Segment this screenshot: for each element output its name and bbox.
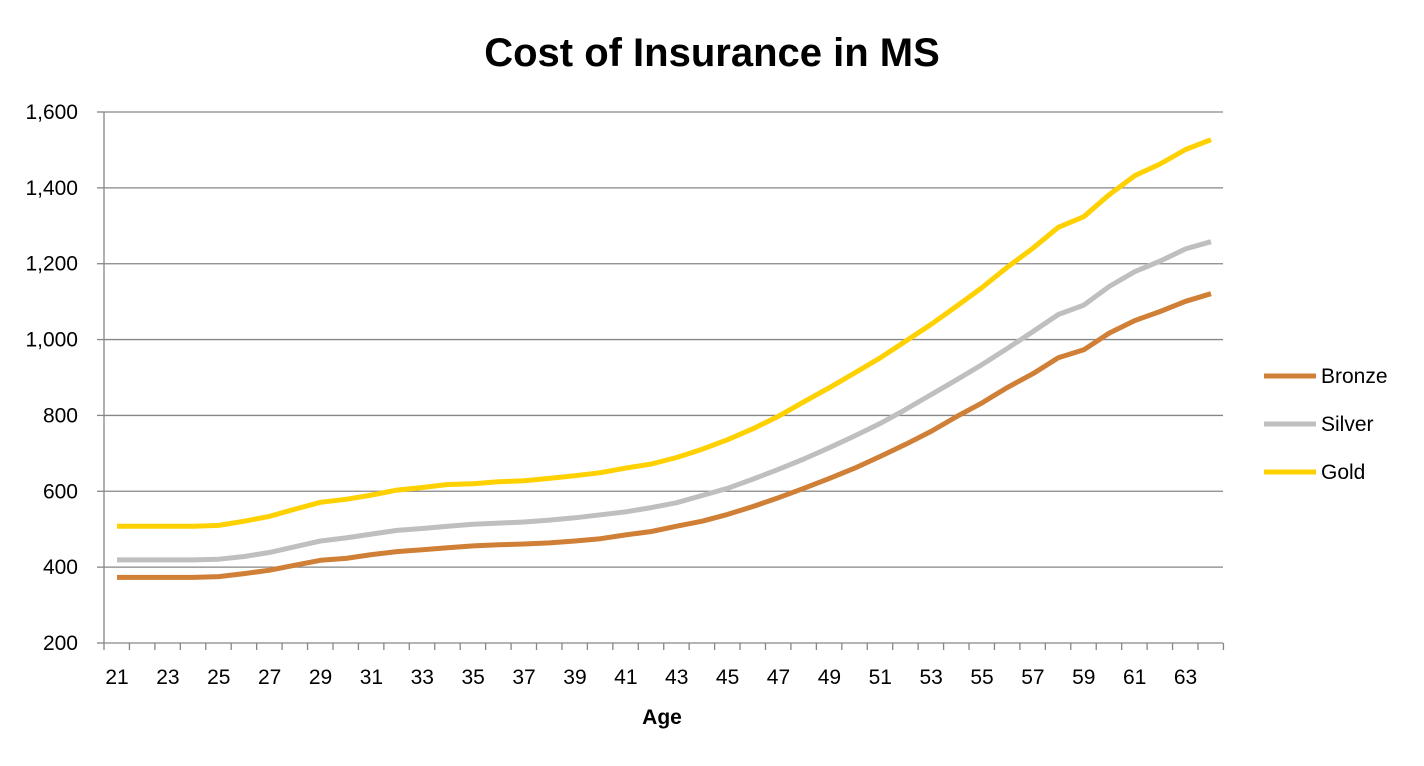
y-tick-label-1400: 1,400 (25, 177, 78, 200)
x-tick-label-41: 41 (614, 666, 637, 689)
x-tick-label-31: 31 (360, 666, 383, 689)
x-tick-label-23: 23 (156, 666, 179, 689)
x-tick-label-21: 21 (105, 666, 128, 689)
x-tick-label-39: 39 (563, 666, 586, 689)
x-tick-label-55: 55 (970, 666, 993, 689)
x-axis-tick-labels: 21 23 25 27 29 31 33 35 37 39 41 43 45 47 49 51 53 55 57 59… (105, 666, 1197, 689)
x-tick-label-51: 51 (869, 666, 892, 689)
legend-label-gold: Gold (1321, 461, 1365, 484)
y-tick-label-1000: 1,000 (25, 329, 78, 352)
y-tick-label-1600: 1,600 (25, 101, 78, 124)
x-tick-label-27: 27 (258, 666, 281, 689)
y-tick-label-800: 800 (43, 404, 78, 427)
legend: Bronze Silver Gold (1264, 365, 1388, 484)
x-axis-title: Age (642, 706, 682, 729)
x-tick-label-35: 35 (462, 666, 485, 689)
x-tick-label-33: 33 (411, 666, 434, 689)
y-tick-label-200: 200 (43, 632, 78, 655)
x-tick-label-57: 57 (1021, 666, 1044, 689)
x-tick-label-63: 63 (1174, 666, 1197, 689)
y-axis-tick-labels: 200 400 600 800 1,000 1,200 1,400 1,600 (25, 101, 78, 655)
gridlines (104, 111, 1223, 568)
y-tick-label-400: 400 (43, 556, 78, 579)
legend-label-bronze: Bronze (1321, 365, 1388, 388)
x-tick-label-47: 47 (767, 666, 790, 689)
legend-label-silver: Silver (1321, 413, 1374, 436)
y-tick-label-1200: 1,200 (25, 253, 78, 276)
x-tick-label-25: 25 (207, 666, 230, 689)
x-tick-label-59: 59 (1072, 666, 1095, 689)
x-tick-label-29: 29 (309, 666, 332, 689)
x-tick-label-49: 49 (818, 666, 841, 689)
x-tick-label-53: 53 (919, 666, 942, 689)
chart-title: Cost of Insurance in MS (484, 31, 940, 75)
series-lines (117, 137, 1212, 580)
axes (97, 111, 1225, 650)
series-line-gold (117, 137, 1212, 529)
x-tick-label-61: 61 (1123, 666, 1146, 689)
x-tick-label-43: 43 (665, 666, 688, 689)
x-tick-label-37: 37 (512, 666, 535, 689)
series-line-bronze (117, 291, 1212, 580)
series-line-silver (117, 239, 1212, 563)
x-tick-label-45: 45 (716, 666, 739, 689)
y-tick-label-600: 600 (43, 480, 78, 503)
